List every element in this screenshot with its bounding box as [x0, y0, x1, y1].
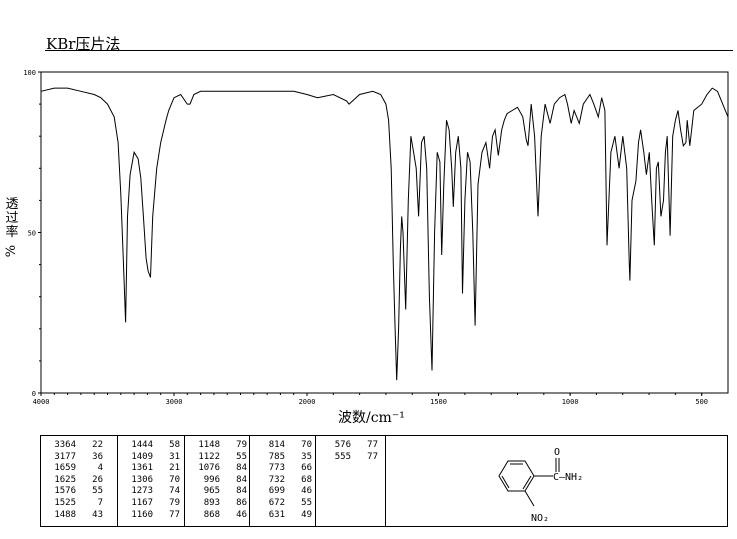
peak-wavenumber: 785	[268, 451, 285, 462]
peak-transmittance: 74	[169, 486, 180, 497]
peak-table-column	[250, 436, 316, 526]
peak-transmittance: 68	[301, 474, 312, 485]
y-tick-label: 100	[23, 69, 36, 77]
peak-transmittance: 77	[367, 451, 378, 462]
peak-transmittance: 70	[301, 440, 312, 450]
x-tick-label: 1500	[430, 398, 447, 406]
x-tick-label: 1000	[562, 398, 579, 406]
peak-transmittance: 86	[236, 498, 247, 508]
peak-wavenumber: 1361	[131, 463, 153, 474]
x-tick-label: 3000	[166, 398, 183, 406]
y-axis-unit: %	[4, 244, 19, 258]
peak-transmittance: 26	[92, 474, 103, 485]
peak-transmittance: 66	[301, 463, 312, 474]
peak-table-column	[118, 436, 185, 526]
peak-wavenumber: 1525	[54, 498, 76, 508]
peak-transmittance: 49	[301, 509, 312, 520]
x-axis-label: 波数/cm⁻¹	[338, 410, 405, 426]
y-axis-label-char: 透	[5, 197, 19, 212]
peak-transmittance: 36	[92, 451, 103, 462]
y-axis-ticks: 0 50 100	[23, 69, 41, 398]
peak-wavenumber: 555	[334, 451, 351, 462]
peak-wavenumber: 1167	[131, 498, 153, 508]
peak-wavenumber: 699	[268, 486, 285, 497]
y-tick-label: 0	[32, 390, 36, 398]
x-axis-ticks: 4000 3000 2000 1500 1000 500	[33, 393, 708, 406]
title-underline	[45, 50, 733, 51]
peak-wavenumber: 1444	[131, 440, 153, 450]
peak-transmittance: 43	[92, 509, 103, 520]
chart-title: KBr压片法	[46, 35, 121, 53]
peak-transmittance: 46	[301, 486, 312, 497]
peak-transmittance: 55	[92, 486, 103, 497]
peak-transmittance: 77	[169, 509, 180, 520]
peak-wavenumber: 631	[268, 509, 285, 520]
peak-wavenumber: 1148	[198, 440, 220, 450]
peak-table-column	[41, 436, 118, 526]
peak-transmittance: 7	[97, 498, 103, 508]
peak-wavenumber: 732	[268, 474, 285, 485]
peak-wavenumber: 1076	[198, 463, 220, 474]
peak-wavenumber: 1488	[54, 509, 76, 520]
peak-wavenumber: 1576	[54, 486, 76, 497]
peak-wavenumber: 3364	[54, 440, 76, 450]
peak-wavenumber: 1273	[131, 486, 153, 497]
peak-wavenumber: 1122	[198, 451, 220, 462]
peak-wavenumber: 3177	[54, 451, 76, 462]
peak-wavenumber: 1409	[131, 451, 153, 462]
peak-transmittance: 84	[236, 474, 247, 485]
y-axis-label: 透过率 %	[2, 198, 22, 258]
peak-transmittance: 4	[97, 463, 103, 474]
y-axis-label-char: 率	[5, 225, 19, 240]
peak-table-column	[316, 436, 386, 526]
peak-wavenumber: 1160	[131, 509, 153, 520]
peak-transmittance: 58	[169, 440, 180, 450]
peak-wavenumber: 814	[268, 440, 285, 450]
peak-transmittance: 22	[92, 440, 103, 450]
peak-transmittance: 84	[236, 463, 247, 474]
peak-transmittance: 70	[169, 474, 180, 485]
peak-table-column	[185, 436, 250, 526]
x-tick-label: 4000	[33, 398, 50, 406]
peak-wavenumber: 576	[334, 440, 351, 450]
peak-transmittance: 77	[367, 440, 378, 450]
peak-wavenumber: 893	[203, 498, 220, 508]
peak-transmittance: 55	[236, 451, 247, 462]
peak-transmittance: 79	[236, 440, 247, 450]
peak-transmittance: 46	[236, 509, 247, 520]
peak-wavenumber: 1625	[54, 474, 76, 485]
peak-wavenumber: 996	[203, 474, 220, 485]
peak-transmittance: 84	[236, 486, 247, 497]
peak-wavenumber: 1659	[54, 463, 76, 474]
spectrum-line	[40, 87, 729, 381]
y-tick-label: 50	[28, 230, 36, 238]
x-tick-label: 2000	[299, 398, 316, 406]
y-axis-label-text: 透过率	[2, 198, 22, 240]
peak-wavenumber: 773	[268, 463, 285, 474]
peak-transmittance: 55	[301, 498, 312, 508]
y-axis-label-char: 过	[5, 211, 19, 226]
peak-transmittance: 35	[301, 451, 312, 462]
peak-wavenumber: 868	[203, 509, 220, 520]
peak-transmittance: 79	[169, 498, 180, 508]
peak-transmittance: 31	[169, 451, 180, 462]
peak-table: 3364 22 1444 58 1148 79 814 70 576 77 3177 36 1409 31…	[40, 435, 728, 527]
peak-wavenumber: 672	[268, 498, 285, 508]
peak-transmittance: 21	[169, 463, 180, 474]
peak-wavenumber: 1306	[131, 474, 153, 485]
peak-wavenumber: 965	[203, 486, 220, 497]
x-tick-label: 500	[695, 398, 708, 406]
